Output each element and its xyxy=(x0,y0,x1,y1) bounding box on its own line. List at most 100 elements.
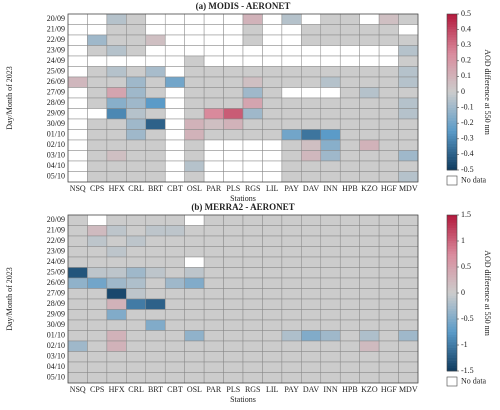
heatmap-cell xyxy=(106,97,127,109)
heatmap-cell xyxy=(281,340,302,352)
heatmap-cell xyxy=(281,246,302,258)
heatmap-cell xyxy=(67,298,88,310)
colorbar-tick-label: 0.3 xyxy=(461,40,471,49)
empty-cell xyxy=(378,55,399,67)
heatmap-cell xyxy=(320,319,341,331)
heatmap-cell xyxy=(301,298,322,310)
heatmap-cell xyxy=(223,97,244,109)
no-data-swatch xyxy=(446,175,458,186)
heatmap-cell xyxy=(184,171,205,183)
heatmap-cell xyxy=(223,309,244,321)
heatmap-cell xyxy=(106,372,127,384)
heatmap-cell xyxy=(398,256,419,268)
heatmap-cell xyxy=(398,45,419,57)
heatmap-cell xyxy=(106,150,127,162)
x-tick-label: KZO xyxy=(361,184,378,193)
heatmap-cell xyxy=(242,13,263,25)
heatmap-cell xyxy=(184,309,205,321)
y-tick-label: 20/09 xyxy=(47,215,65,224)
y-tick-label: 01/10 xyxy=(47,331,65,340)
heatmap-cell xyxy=(106,13,127,25)
heatmap-cell xyxy=(184,87,205,99)
heatmap-cell xyxy=(145,288,166,300)
colorbar-segment xyxy=(447,339,457,343)
heatmap-cell xyxy=(378,298,399,310)
heatmap-cell xyxy=(378,256,399,268)
heatmap-cell xyxy=(67,340,88,352)
heatmap-cell xyxy=(223,330,244,342)
heatmap-cell xyxy=(320,66,341,78)
colorbar-segment xyxy=(447,280,457,283)
y-tick-label: 03/10 xyxy=(47,151,65,160)
colorbar-segment xyxy=(447,76,457,80)
heatmap-cell xyxy=(262,319,283,331)
heatmap-cell xyxy=(242,309,263,321)
heatmap-cell xyxy=(320,267,341,279)
heatmap-cell xyxy=(398,214,419,226)
heatmap-cell xyxy=(378,372,399,384)
empty-cell xyxy=(301,55,322,67)
heatmap-cell xyxy=(126,351,147,363)
heatmap-cell xyxy=(320,118,341,130)
heatmap-cell xyxy=(398,277,419,289)
heatmap-cell xyxy=(301,66,322,78)
heatmap-cell xyxy=(378,13,399,25)
heatmap-cell xyxy=(398,118,419,130)
heatmap-cell xyxy=(378,76,399,88)
heatmap-cell xyxy=(359,76,380,88)
colorbar-segment xyxy=(447,238,457,242)
heatmap-cell xyxy=(164,288,185,300)
empty-cell xyxy=(67,97,88,109)
x-tick-label: BRT xyxy=(148,184,163,193)
colorbar-segment xyxy=(447,321,457,325)
heatmap-cell xyxy=(378,118,399,130)
y-tick-label: 02/10 xyxy=(47,341,65,350)
colorbar-segment xyxy=(447,154,457,158)
heatmap-cell xyxy=(359,118,380,130)
empty-cell xyxy=(145,13,166,25)
heatmap-cell xyxy=(242,277,263,289)
heatmap-cell xyxy=(339,13,360,25)
x-tick-label: NSQ xyxy=(70,184,86,193)
heatmap-cell xyxy=(301,340,322,352)
empty-cell xyxy=(223,55,244,67)
heatmap-cell xyxy=(242,225,263,237)
empty-cell xyxy=(262,45,283,57)
heatmap-cell xyxy=(223,108,244,120)
heatmap-cell xyxy=(126,246,147,258)
x-tick-label: PAR xyxy=(206,184,221,193)
colorbar-segment xyxy=(447,233,457,237)
no-data-label: No data xyxy=(461,175,487,184)
colorbar-segment xyxy=(447,277,457,281)
heatmap-cell xyxy=(67,330,88,342)
heatmap-cell xyxy=(223,267,244,279)
heatmap-cell xyxy=(184,351,205,363)
heatmap-cell xyxy=(359,108,380,120)
heatmap-cell xyxy=(262,309,283,321)
heatmap-cell xyxy=(145,87,166,99)
heatmap-cell xyxy=(106,319,127,331)
heatmap-cell xyxy=(281,277,302,289)
colorbar-segment xyxy=(447,68,457,72)
chart-title: (b) MERRA2 - AERONET xyxy=(191,202,294,212)
heatmap-cell xyxy=(320,150,341,162)
heatmap-cell xyxy=(106,139,127,151)
empty-cell xyxy=(262,34,283,46)
colorbar-segment xyxy=(447,251,457,255)
empty-cell xyxy=(203,13,224,25)
heatmap-cell xyxy=(67,309,88,321)
y-tick-label: 23/09 xyxy=(47,247,65,256)
colorbar-segment xyxy=(447,45,457,49)
colorbar-segment xyxy=(447,118,457,121)
heatmap-cell xyxy=(398,34,419,46)
heatmap-cell xyxy=(378,87,399,99)
empty-cell xyxy=(145,55,166,67)
colorbar-segment xyxy=(447,329,457,333)
heatmap-cell xyxy=(301,246,322,258)
heatmap-cell xyxy=(339,288,360,300)
heatmap-cell xyxy=(359,372,380,384)
heatmap-cell xyxy=(106,118,127,130)
heatmap-cell xyxy=(223,361,244,373)
heatmap-cell xyxy=(126,150,147,162)
x-tick-label: HPB xyxy=(342,385,358,394)
